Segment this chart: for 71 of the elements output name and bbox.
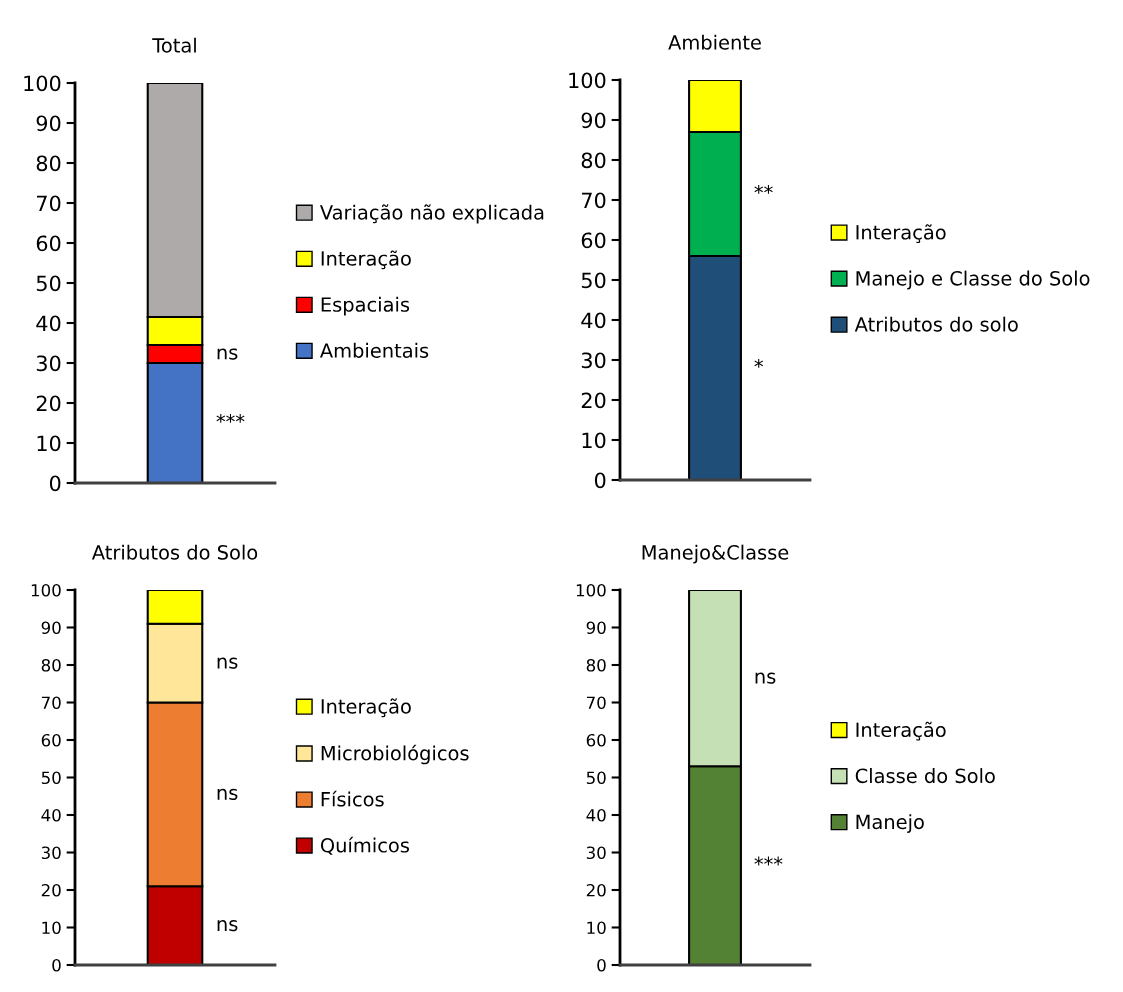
y-tick-label: 60 xyxy=(586,733,606,747)
y-tick-label: 80 xyxy=(36,155,61,172)
legend-label: Espaciais xyxy=(321,296,410,316)
y-tick-label: 90 xyxy=(586,621,606,635)
y-tick-label: 20 xyxy=(41,883,61,897)
y-tick-label: 70 xyxy=(41,696,61,710)
y-tick-label: 20 xyxy=(581,392,606,409)
y-tick-label: 0 xyxy=(594,472,606,489)
y-tick-label: 10 xyxy=(587,921,606,935)
y-tick-label: 80 xyxy=(581,152,606,169)
y-tick-label: 60 xyxy=(36,235,61,252)
y-tick-label: 60 xyxy=(581,232,606,249)
y-tick-label: 90 xyxy=(36,115,61,132)
y-tick-label: 40 xyxy=(581,312,606,329)
annotation: * xyxy=(754,358,764,368)
annotation: ns xyxy=(217,788,238,801)
y-tick-label: 80 xyxy=(41,658,61,672)
y-tick-label: 50 xyxy=(41,771,61,785)
legend-label: Manejo e Classe do Solo xyxy=(856,270,1090,290)
legend-label: Químicos xyxy=(320,836,409,855)
chart-title: Atributos do Solo xyxy=(91,544,258,560)
y-tick-label: 90 xyxy=(581,112,606,129)
legend-label: Interação xyxy=(321,698,411,718)
annotation: *** xyxy=(754,856,783,866)
y-tick-label: 0 xyxy=(52,958,61,972)
y-tick-label: 50 xyxy=(581,272,606,289)
y-tick-label: 30 xyxy=(41,846,61,860)
y-tick-label: 10 xyxy=(582,432,606,449)
y-tick-label: 50 xyxy=(36,275,61,292)
chart-title: Manejo&Classe xyxy=(642,544,789,564)
legend-label: Microbiológicos xyxy=(321,744,469,765)
annotation: ** xyxy=(754,184,773,194)
y-tick-label: 40 xyxy=(36,315,61,332)
legend-label: Físicos xyxy=(321,790,384,807)
legend-label: Atributos do solo xyxy=(854,316,1018,332)
y-tick-label: 50 xyxy=(586,771,606,785)
legend-label: Classe do Solo xyxy=(855,768,995,784)
y-tick-label: 20 xyxy=(586,883,606,897)
y-tick-label: 70 xyxy=(582,192,606,209)
y-tick-label: 0 xyxy=(597,958,606,972)
legend-label: Interação xyxy=(856,224,946,244)
annotation: ns xyxy=(755,672,776,684)
y-tick-label: 90 xyxy=(41,621,61,635)
y-tick-label: 40 xyxy=(41,808,61,822)
annotation: *** xyxy=(216,413,245,423)
y-tick-label: 100 xyxy=(569,72,606,89)
legend-label: Ambientais xyxy=(319,342,429,358)
y-tick-label: 100 xyxy=(576,583,606,597)
legend-label: Manejo xyxy=(856,814,924,833)
y-tick-label: 30 xyxy=(586,846,606,860)
annotation: ns xyxy=(217,920,238,932)
legend-label: Variação não explicada xyxy=(319,204,544,224)
y-tick-label: 30 xyxy=(581,352,606,369)
y-tick-label: 30 xyxy=(36,355,61,372)
y-tick-label: 60 xyxy=(41,733,61,747)
y-tick-label: 40 xyxy=(586,808,606,822)
y-tick-label: 10 xyxy=(37,435,61,452)
chart-title: Ambiente xyxy=(668,34,761,50)
annotation: ns xyxy=(217,348,238,360)
legend-label: Interação xyxy=(856,721,946,741)
y-tick-label: 70 xyxy=(37,195,61,212)
y-tick-label: 100 xyxy=(31,583,61,597)
y-tick-label: 70 xyxy=(586,696,606,710)
y-tick-label: 100 xyxy=(24,75,61,92)
y-tick-label: 80 xyxy=(586,658,606,672)
annotation: ns xyxy=(217,657,238,669)
y-tick-label: 0 xyxy=(49,475,61,492)
y-tick-label: 10 xyxy=(42,921,61,935)
chart-title: Total xyxy=(152,37,196,53)
legend-label: Interação xyxy=(321,250,411,270)
y-tick-label: 20 xyxy=(36,395,61,412)
